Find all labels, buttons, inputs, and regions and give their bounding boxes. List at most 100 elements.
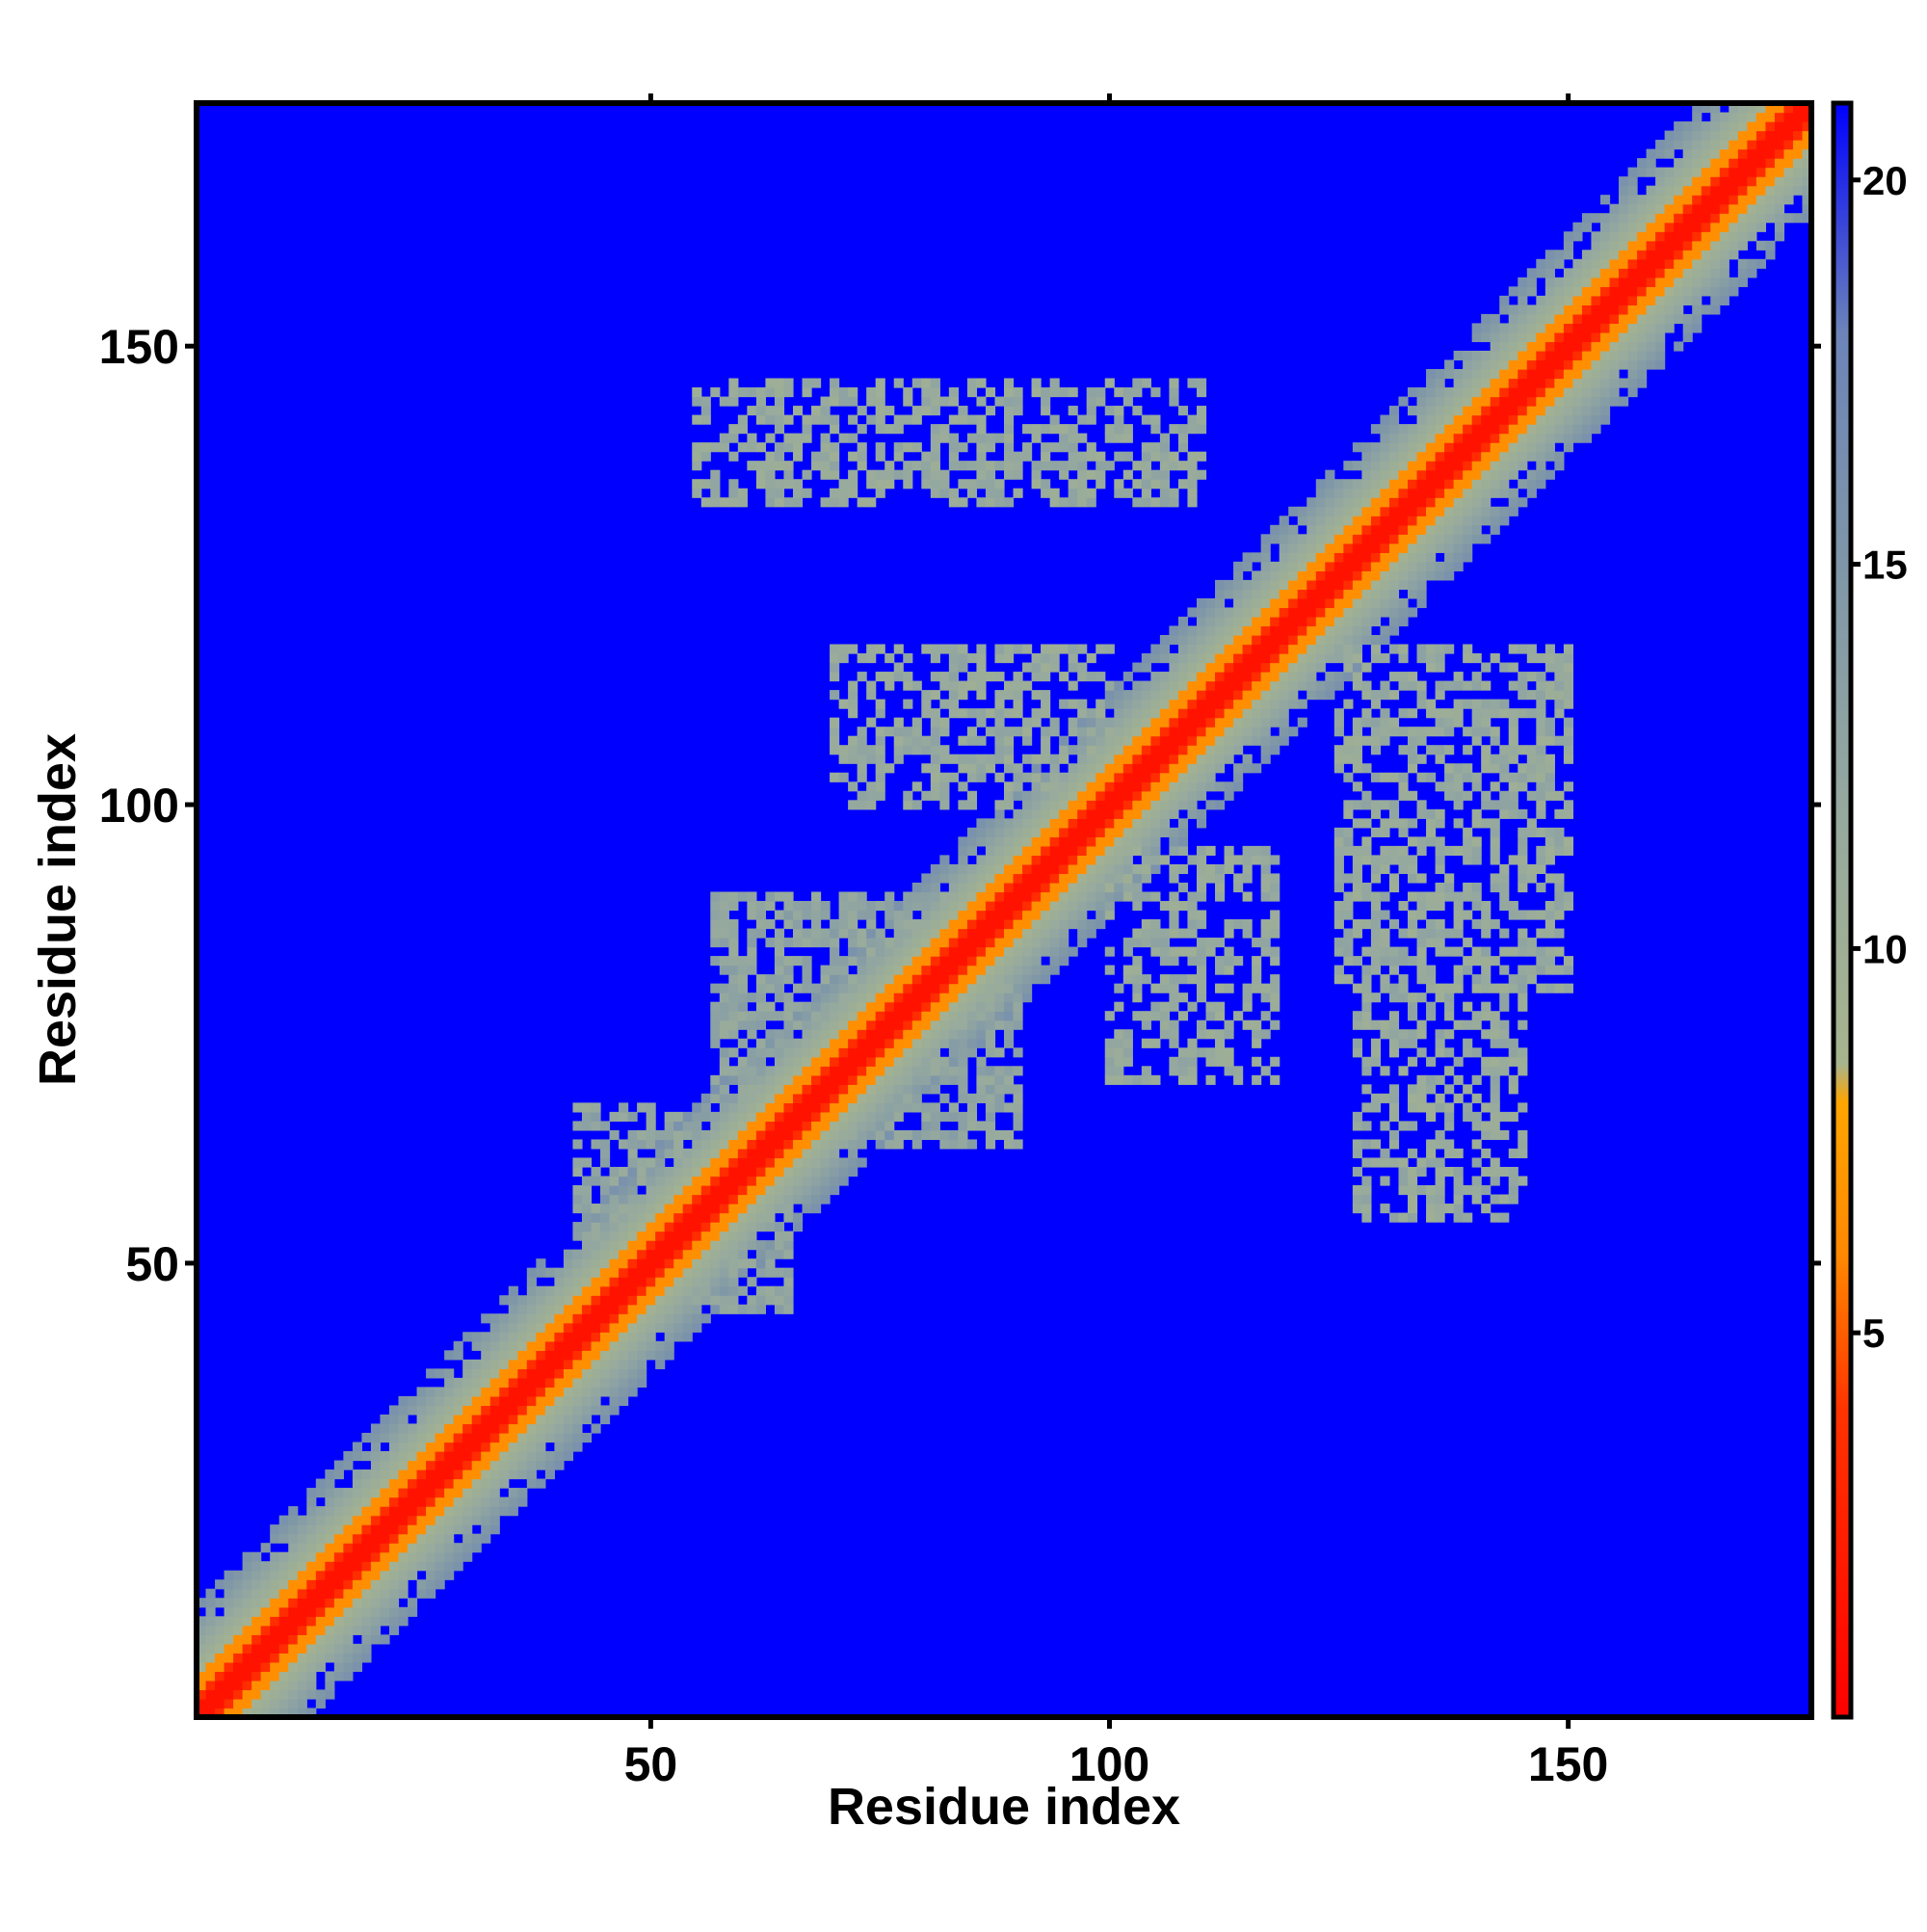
heatmap-cell — [1388, 1093, 1400, 1103]
heatmap-cell — [215, 1707, 225, 1718]
heatmap-cell — [581, 1350, 593, 1361]
heatmap-cell — [1481, 965, 1491, 975]
heatmap-cell — [1068, 763, 1078, 774]
heatmap-cell — [710, 1139, 721, 1150]
heatmap-cell — [1270, 974, 1280, 985]
heatmap-cell — [1481, 506, 1491, 516]
heatmap-cell — [1077, 818, 1088, 829]
heatmap-cell — [985, 900, 996, 912]
heatmap-cell — [655, 1277, 666, 1287]
heatmap-cell — [370, 1606, 382, 1617]
heatmap-cell — [600, 1387, 611, 1397]
heatmap-cell — [1242, 561, 1253, 571]
heatmap-cell — [1169, 488, 1179, 498]
heatmap-cell — [1398, 855, 1409, 865]
heatmap-cell — [700, 451, 711, 462]
heatmap-cell — [747, 1231, 757, 1241]
heatmap-cell — [1086, 442, 1096, 453]
heatmap-cell — [1333, 845, 1344, 856]
heatmap-cell — [921, 790, 932, 801]
heatmap-cell — [591, 1139, 601, 1150]
heatmap-cell — [1041, 708, 1051, 719]
heatmap-cell — [1177, 827, 1189, 837]
heatmap-cell — [719, 891, 729, 902]
heatmap-cell — [958, 1011, 968, 1021]
heatmap-cell — [343, 1653, 354, 1663]
heatmap-cell — [1196, 855, 1207, 865]
heatmap-cell — [1408, 891, 1418, 902]
heatmap-cell — [1444, 845, 1455, 856]
heatmap-cell — [1490, 1157, 1500, 1168]
heatmap-cell — [692, 1185, 702, 1196]
heatmap-cell — [1408, 1011, 1418, 1021]
heatmap-cell — [1463, 772, 1473, 782]
heatmap-cell — [1398, 1121, 1409, 1131]
heatmap-cell — [1013, 882, 1023, 893]
heatmap-cell — [526, 1387, 537, 1397]
heatmap-cell — [591, 1258, 601, 1269]
heatmap-cell — [1471, 727, 1482, 737]
heatmap-cell — [554, 1340, 565, 1351]
heatmap-cell — [1132, 781, 1143, 792]
heatmap-cell — [1325, 616, 1335, 627]
heatmap-cell — [985, 882, 996, 893]
heatmap-cell — [765, 1038, 776, 1048]
heatmap-cell — [994, 653, 1005, 664]
heatmap-cell — [1122, 772, 1133, 782]
heatmap-cell — [1380, 1157, 1390, 1168]
heatmap-cell — [994, 1129, 1005, 1141]
heatmap-cell — [333, 1643, 344, 1654]
heatmap-cell — [1508, 469, 1518, 480]
heatmap-cell — [921, 891, 932, 902]
heatmap-cell — [1508, 974, 1518, 985]
heatmap-cell — [1444, 644, 1455, 654]
heatmap-cell — [370, 1515, 382, 1525]
heatmap-cell — [1518, 1102, 1528, 1113]
heatmap-cell — [1518, 836, 1528, 847]
heatmap-cell — [903, 946, 913, 957]
heatmap-cell — [270, 1570, 280, 1580]
heatmap-cell — [1333, 607, 1344, 618]
heatmap-cell — [526, 1469, 537, 1480]
heatmap-cell — [930, 690, 940, 701]
heatmap-cell — [966, 863, 978, 875]
heatmap-cell — [536, 1332, 546, 1342]
heatmap-cell — [1122, 873, 1133, 884]
heatmap-cell — [380, 1414, 390, 1425]
heatmap-cell — [224, 1698, 234, 1709]
heatmap-cell — [1031, 708, 1042, 719]
heatmap-cell — [783, 1304, 794, 1314]
heatmap-cell — [1013, 900, 1023, 912]
heatmap-cell — [985, 992, 996, 1003]
heatmap-cell — [1252, 625, 1262, 636]
heatmap-cell — [857, 727, 867, 737]
heatmap-cell — [1333, 754, 1344, 764]
heatmap-cell — [1095, 818, 1106, 829]
heatmap-cell — [481, 1460, 491, 1470]
heatmap-cell — [1370, 891, 1382, 902]
heatmap-cell — [820, 451, 831, 462]
heatmap-cell — [1508, 781, 1518, 792]
heatmap-cell — [985, 919, 996, 930]
heatmap-cell — [306, 1707, 317, 1718]
heatmap-cell — [572, 1139, 583, 1150]
heatmap-cell — [774, 1129, 785, 1141]
heatmap-cell — [224, 1606, 234, 1617]
heatmap-cell — [333, 1653, 344, 1663]
heatmap-cell — [1205, 763, 1216, 774]
heatmap-cell — [958, 1056, 968, 1067]
heatmap-cell — [297, 1689, 307, 1700]
heatmap-cell — [930, 1001, 940, 1012]
heatmap-cell — [563, 1387, 574, 1397]
heatmap-cell — [966, 727, 978, 737]
heatmap-cell — [848, 928, 858, 939]
heatmap-cell — [783, 1074, 794, 1085]
heatmap-cell — [1380, 891, 1390, 902]
heatmap-cell — [260, 1643, 271, 1654]
heatmap-cell — [1426, 708, 1437, 719]
heatmap-cell — [1224, 1047, 1234, 1058]
heatmap-cell — [994, 965, 1005, 975]
heatmap-cell — [1333, 497, 1344, 508]
heatmap-cell — [700, 1249, 711, 1259]
heatmap-cell — [1499, 1194, 1510, 1204]
